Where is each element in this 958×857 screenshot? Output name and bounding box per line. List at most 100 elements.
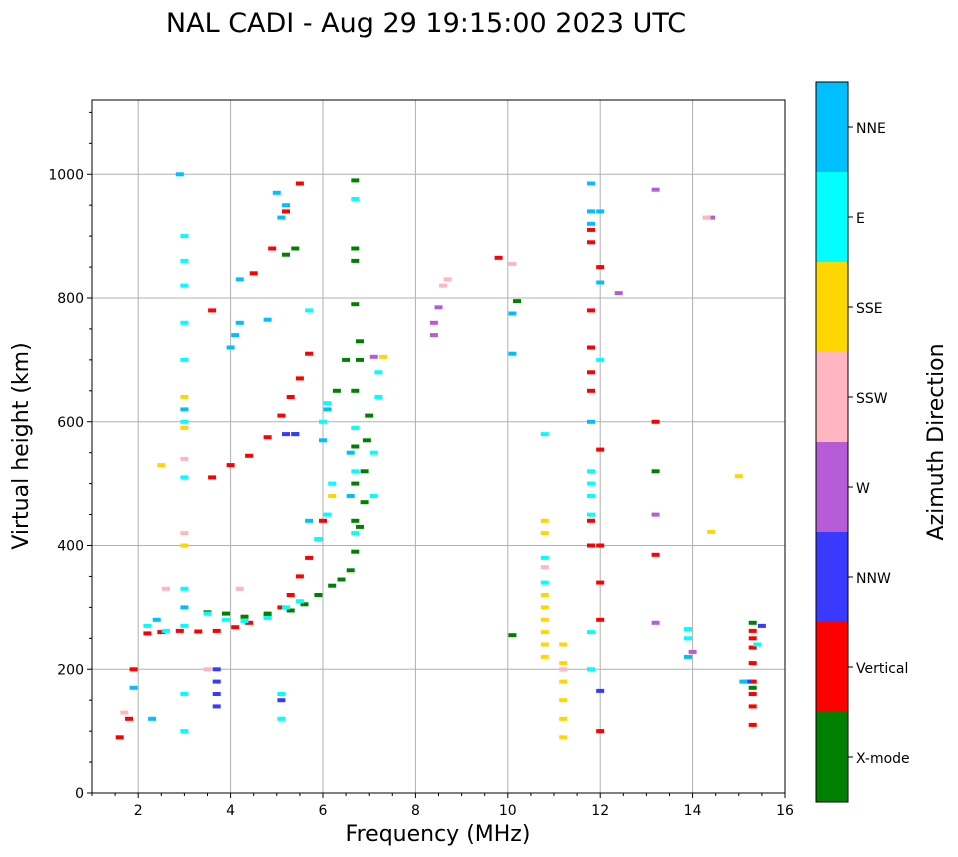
data-point bbox=[282, 203, 290, 208]
data-point bbox=[587, 419, 595, 424]
data-point bbox=[379, 354, 388, 359]
data-point bbox=[212, 667, 221, 672]
data-point bbox=[434, 305, 443, 310]
data-point bbox=[748, 679, 757, 684]
data-point bbox=[175, 628, 184, 633]
data-point bbox=[180, 283, 189, 288]
colorbar-label: Vertical bbox=[856, 661, 908, 677]
data-point bbox=[651, 620, 660, 625]
data-point bbox=[739, 679, 748, 684]
data-point bbox=[748, 628, 757, 633]
data-point bbox=[235, 586, 244, 591]
data-point bbox=[369, 450, 378, 455]
data-point bbox=[684, 636, 692, 641]
data-point bbox=[231, 625, 240, 630]
data-point bbox=[208, 475, 217, 480]
data-point bbox=[351, 531, 360, 536]
data-point bbox=[559, 667, 568, 672]
data-point bbox=[748, 620, 757, 625]
data-point bbox=[587, 181, 595, 186]
data-point bbox=[748, 692, 757, 696]
y-tick-label: 1000 bbox=[48, 167, 84, 183]
data-point bbox=[319, 419, 327, 424]
data-point bbox=[651, 187, 660, 192]
data-point bbox=[540, 642, 549, 647]
data-point bbox=[559, 716, 568, 721]
colorbar-label: SSW bbox=[856, 391, 888, 407]
data-point bbox=[587, 308, 595, 313]
data-point bbox=[305, 308, 314, 313]
data-point bbox=[226, 463, 235, 468]
data-point bbox=[596, 543, 605, 548]
data-point bbox=[559, 698, 568, 703]
data-point bbox=[559, 735, 568, 740]
data-point bbox=[323, 401, 332, 406]
data-point bbox=[203, 667, 212, 672]
data-point bbox=[226, 345, 235, 350]
x-tick-label: 10 bbox=[499, 803, 517, 819]
data-point bbox=[651, 419, 660, 424]
data-point bbox=[443, 277, 452, 282]
data-point bbox=[235, 320, 244, 325]
data-point bbox=[494, 255, 503, 260]
data-point bbox=[587, 481, 595, 486]
data-point bbox=[587, 667, 595, 672]
colorbar-label: E bbox=[856, 211, 865, 227]
data-point bbox=[212, 704, 221, 709]
data-point bbox=[540, 555, 549, 560]
data-point bbox=[365, 413, 374, 418]
data-point bbox=[263, 435, 272, 440]
data-point bbox=[757, 623, 766, 628]
data-point bbox=[748, 722, 757, 727]
data-point bbox=[748, 645, 757, 650]
chart-title: NAL CADI - Aug 29 19:15:00 2023 UTC bbox=[166, 8, 686, 39]
data-point bbox=[360, 469, 369, 474]
data-point bbox=[596, 209, 605, 214]
data-point bbox=[180, 729, 189, 734]
data-point bbox=[351, 388, 360, 393]
data-point bbox=[337, 577, 346, 582]
data-point bbox=[374, 395, 383, 399]
data-point bbox=[346, 568, 355, 573]
colorbar-label: NNE bbox=[856, 121, 886, 137]
data-point bbox=[540, 565, 549, 570]
data-point bbox=[587, 388, 595, 393]
data-point bbox=[734, 474, 743, 479]
data-point bbox=[748, 661, 757, 666]
data-point bbox=[161, 586, 170, 591]
data-point bbox=[753, 642, 762, 647]
data-point bbox=[356, 524, 364, 529]
data-point bbox=[374, 370, 383, 375]
data-point bbox=[180, 623, 189, 628]
data-point bbox=[277, 698, 286, 703]
data-point bbox=[295, 599, 304, 604]
data-point bbox=[212, 692, 221, 696]
data-point bbox=[277, 716, 286, 721]
data-point bbox=[305, 351, 314, 356]
data-point bbox=[351, 444, 360, 449]
data-point bbox=[346, 450, 355, 455]
series-ssw bbox=[120, 215, 711, 715]
colorbar-segment bbox=[816, 622, 848, 712]
data-point bbox=[115, 735, 124, 740]
x-tick-label: 14 bbox=[684, 803, 702, 819]
x-axis-ticks: 2 4 6 8 10 12 14 16 bbox=[91, 793, 794, 819]
data-point bbox=[748, 685, 757, 690]
colorbar-segment bbox=[816, 172, 848, 262]
data-point bbox=[540, 605, 549, 610]
data-point bbox=[277, 413, 286, 418]
data-point bbox=[314, 593, 323, 597]
data-point bbox=[540, 580, 549, 585]
data-point bbox=[587, 345, 595, 350]
data-point bbox=[249, 271, 258, 276]
data-point bbox=[596, 688, 605, 693]
data-point bbox=[559, 679, 568, 684]
x-tick-label: 2 bbox=[134, 803, 143, 819]
data-point bbox=[157, 630, 166, 635]
data-point bbox=[587, 227, 595, 232]
data-point bbox=[282, 605, 290, 610]
data-point bbox=[277, 605, 286, 610]
data-point bbox=[314, 537, 323, 542]
data-marks bbox=[115, 172, 766, 740]
data-point bbox=[319, 438, 327, 443]
